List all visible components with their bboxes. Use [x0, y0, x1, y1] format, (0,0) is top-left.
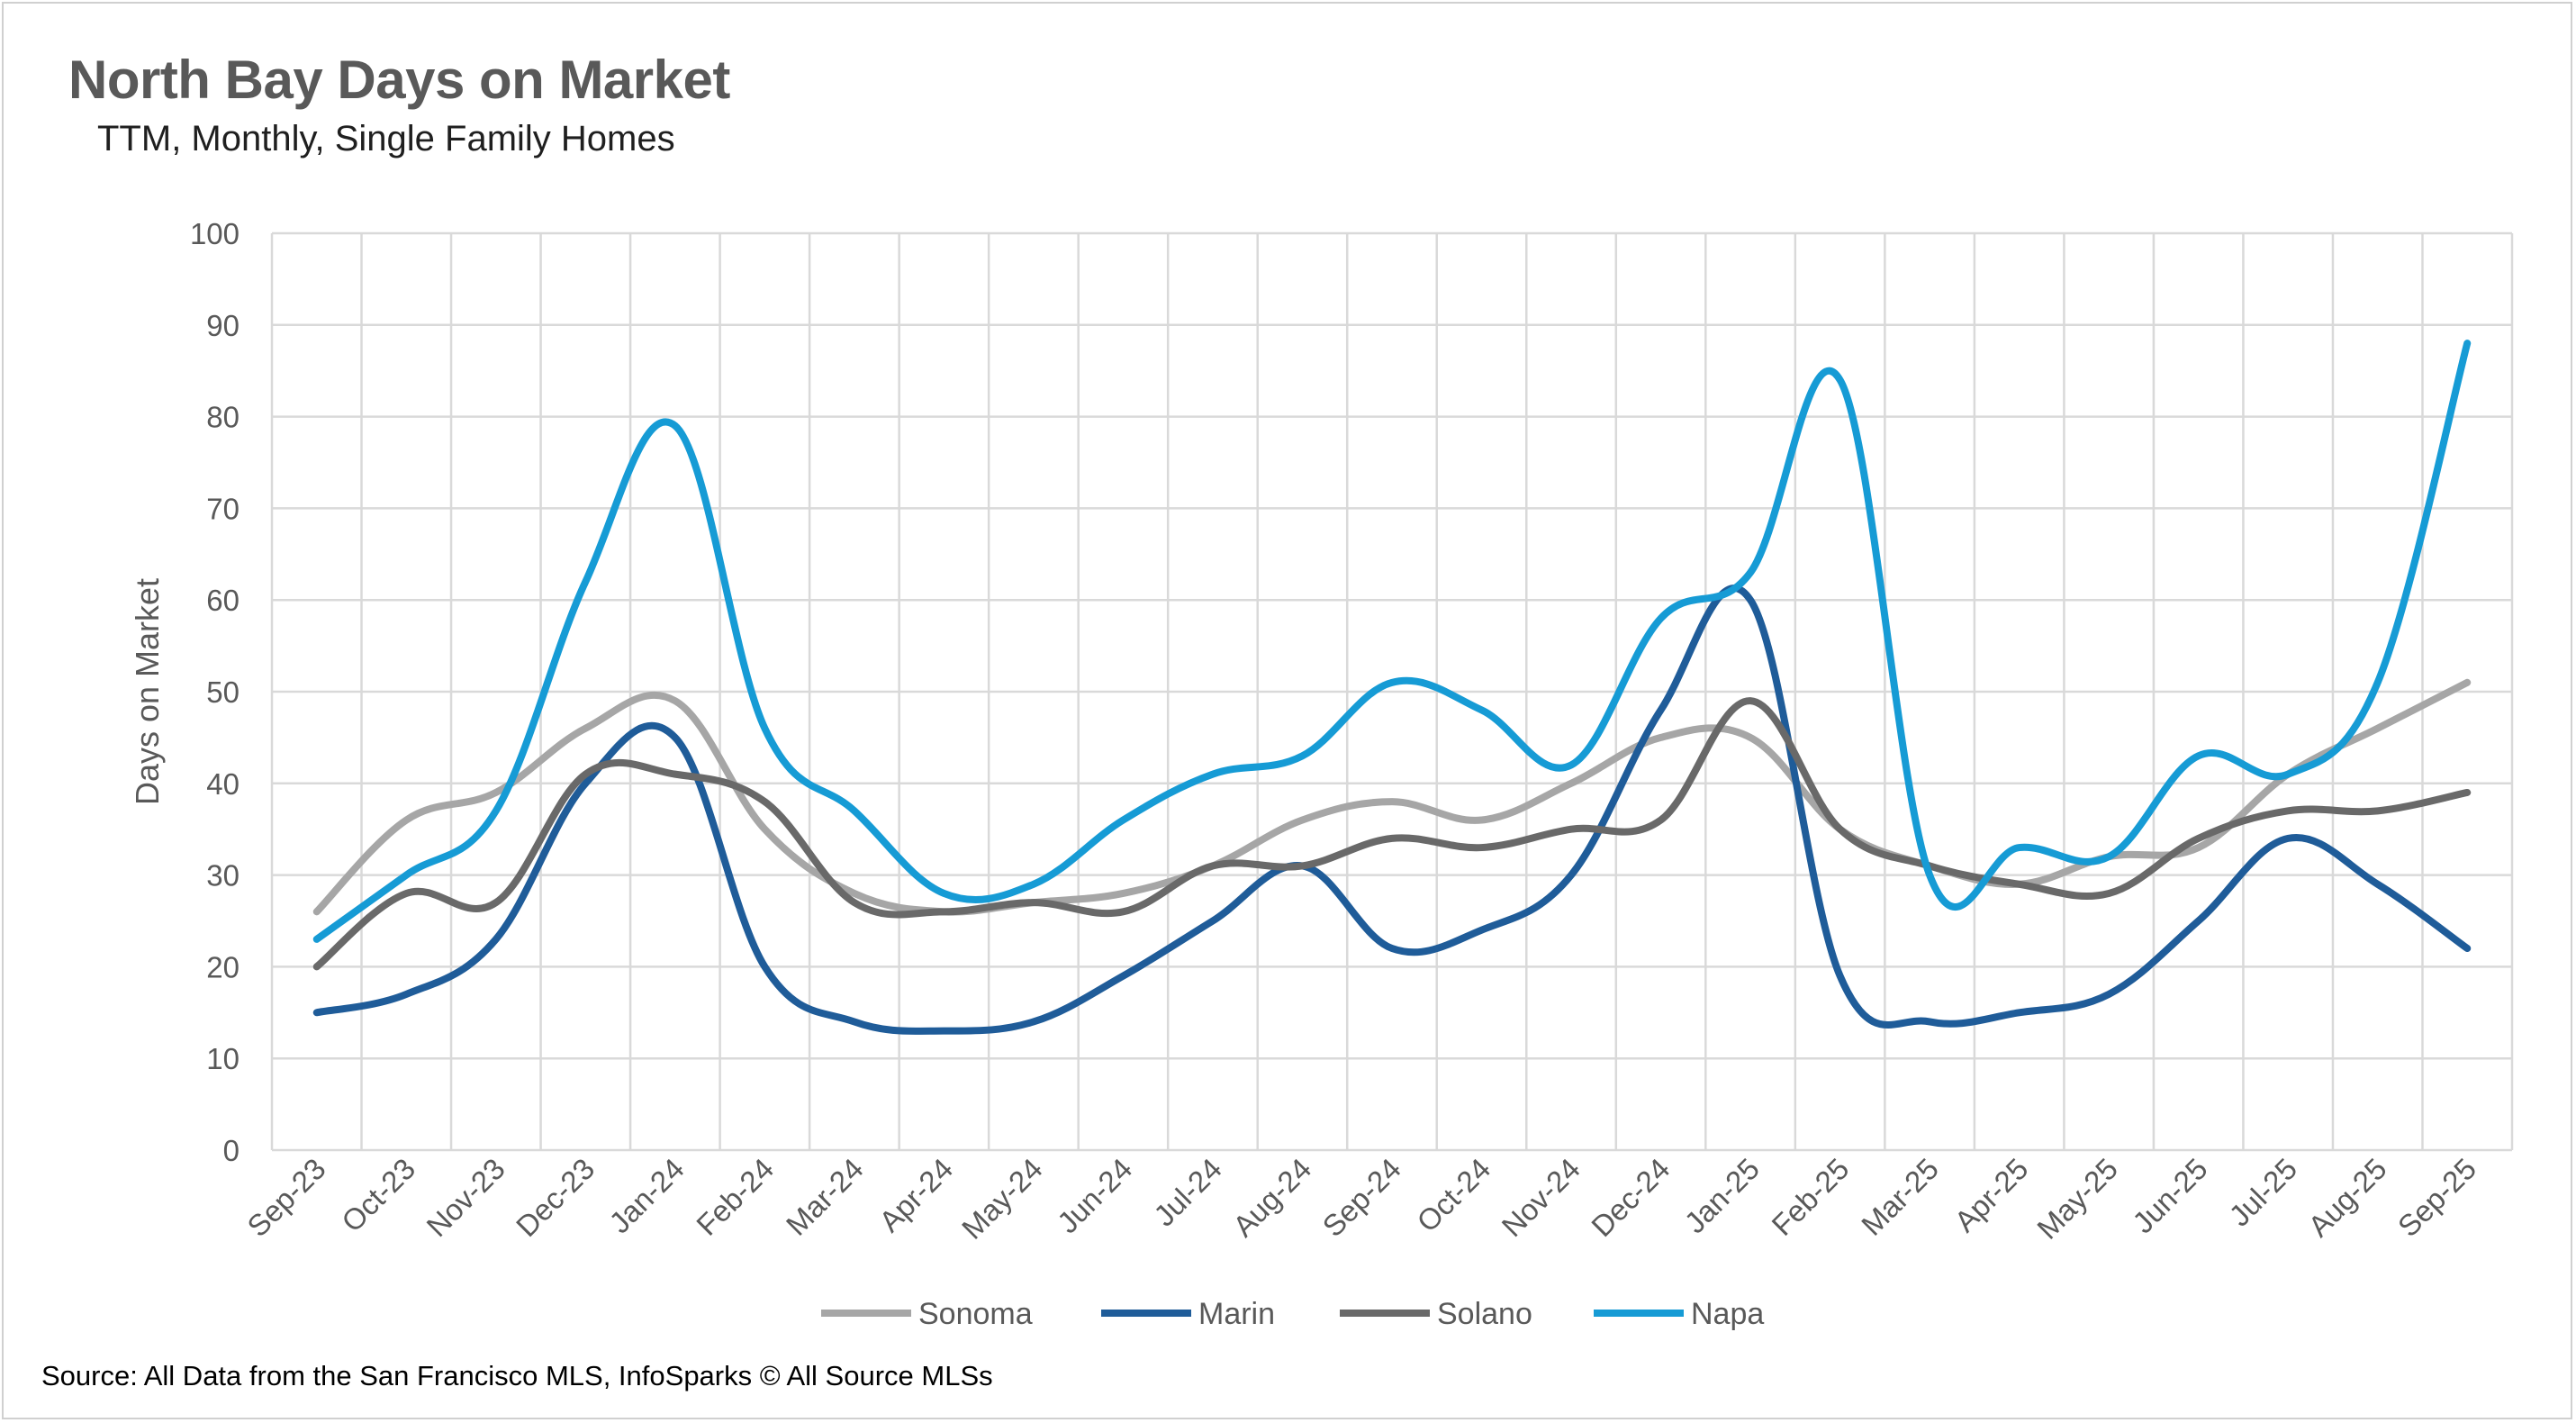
y-tick-label: 10: [206, 1042, 240, 1075]
y-tick-label: 50: [206, 675, 240, 709]
x-tick-label: Dec-24: [1585, 1152, 1676, 1243]
x-tick-label: Apr-25: [1948, 1152, 2034, 1238]
x-tick-label: Dec-23: [510, 1152, 601, 1243]
x-tick-label: Apr-24: [872, 1152, 959, 1238]
x-tick-label: Nov-24: [1496, 1152, 1586, 1243]
legend-label-sonoma: Sonoma: [918, 1297, 1033, 1331]
x-tick-label: Sep-24: [1316, 1152, 1407, 1243]
legend-label-marin: Marin: [1198, 1297, 1275, 1331]
x-tick-label: Jun-24: [1051, 1152, 1139, 1240]
y-tick-label: 40: [206, 767, 240, 801]
series-lines: [312, 340, 2472, 1035]
x-tick-label: Sep-25: [2391, 1152, 2482, 1243]
series-line-napa: [312, 340, 2472, 943]
x-tick-label: Mar-25: [1855, 1152, 1945, 1242]
x-tick-label: Jan-24: [602, 1152, 691, 1240]
series-line-marin: [312, 585, 2472, 1035]
x-tick-label: Jun-25: [2126, 1152, 2214, 1240]
y-axis-label: Days on Market: [129, 578, 166, 805]
x-tick-label: Sep-23: [240, 1152, 331, 1243]
x-tick-label: May-24: [955, 1152, 1049, 1246]
x-tick-label: Jul-25: [2222, 1152, 2303, 1233]
gridlines: [270, 231, 2514, 1152]
y-tick-label: 0: [223, 1134, 240, 1167]
chart-title: North Bay Days on Market: [68, 50, 730, 110]
legend-label-napa: Napa: [1691, 1297, 1764, 1331]
y-tick-label: 80: [206, 401, 240, 434]
x-tick-label: Jul-24: [1147, 1152, 1228, 1233]
y-tick-label: 60: [206, 584, 240, 617]
x-tick-label: Aug-25: [2301, 1152, 2392, 1243]
y-tick-label: 90: [206, 309, 240, 342]
y-axis-ticks: 0 10 20 30 40 50 60 70 80 90 100: [190, 217, 240, 1167]
x-tick-label: Feb-25: [1765, 1152, 1855, 1242]
x-tick-label: Oct-23: [335, 1152, 421, 1238]
y-tick-label: 20: [206, 950, 240, 983]
x-tick-label: Oct-24: [1410, 1152, 1496, 1238]
source-note: Source: All Data from the San Francisco …: [41, 1360, 993, 1391]
x-tick-label: Aug-24: [1226, 1152, 1317, 1243]
chart-subtitle: TTM, Monthly, Single Family Homes: [97, 119, 675, 159]
legend: Sonoma Marin Solano Napa: [821, 1297, 1764, 1331]
x-tick-label: Jan-25: [1678, 1152, 1767, 1240]
x-tick-label: May-25: [2030, 1152, 2124, 1246]
y-tick-label: 70: [206, 492, 240, 525]
x-tick-label: Mar-24: [780, 1152, 870, 1242]
x-tick-label: Nov-23: [420, 1152, 511, 1243]
x-tick-label: Feb-24: [690, 1152, 780, 1242]
y-tick-label: 30: [206, 859, 240, 893]
y-tick-label: 100: [190, 217, 240, 250]
legend-label-solano: Solano: [1437, 1297, 1532, 1331]
series-line-solano: [312, 697, 2472, 971]
